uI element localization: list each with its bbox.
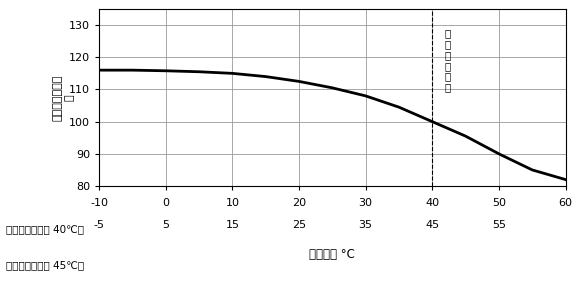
Text: 30: 30 xyxy=(359,198,373,208)
Text: 周囲温度 °C: 周囲温度 °C xyxy=(310,248,355,261)
Text: 15: 15 xyxy=(226,220,240,230)
Text: -10: -10 xyxy=(90,198,108,208)
Text: 0: 0 xyxy=(162,198,169,208)
Text: 10: 10 xyxy=(226,198,240,208)
Text: 基
準
周
囲
温
度: 基 準 周 囲 温 度 xyxy=(444,28,451,92)
Text: （基準周囲温度 45℃）: （基準周囲温度 45℃） xyxy=(6,260,84,270)
Text: 5: 5 xyxy=(162,220,169,230)
Text: 60: 60 xyxy=(559,198,573,208)
Text: 50: 50 xyxy=(492,198,506,208)
Text: -5: -5 xyxy=(94,220,104,230)
Text: 45: 45 xyxy=(425,220,440,230)
Text: 40: 40 xyxy=(425,198,440,208)
Y-axis label: 定格電流補正率
％: 定格電流補正率 ％ xyxy=(52,74,74,121)
Text: （基準周囲温度 40℃）: （基準周囲温度 40℃） xyxy=(6,224,84,234)
Text: 55: 55 xyxy=(492,220,506,230)
Text: 20: 20 xyxy=(292,198,306,208)
Text: 35: 35 xyxy=(359,220,373,230)
Text: 25: 25 xyxy=(292,220,306,230)
